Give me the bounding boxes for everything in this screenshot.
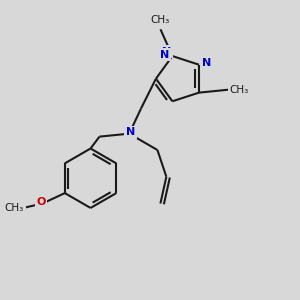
Text: N: N — [202, 58, 211, 68]
Text: CH₃: CH₃ — [151, 15, 170, 26]
Text: N: N — [162, 46, 171, 57]
Text: CH₃: CH₃ — [5, 203, 24, 213]
Text: N: N — [160, 50, 170, 60]
Text: N: N — [126, 127, 135, 137]
Text: N: N — [153, 17, 162, 27]
Text: CH₃: CH₃ — [230, 85, 249, 95]
Text: N: N — [203, 57, 212, 67]
Text: O: O — [36, 197, 46, 207]
